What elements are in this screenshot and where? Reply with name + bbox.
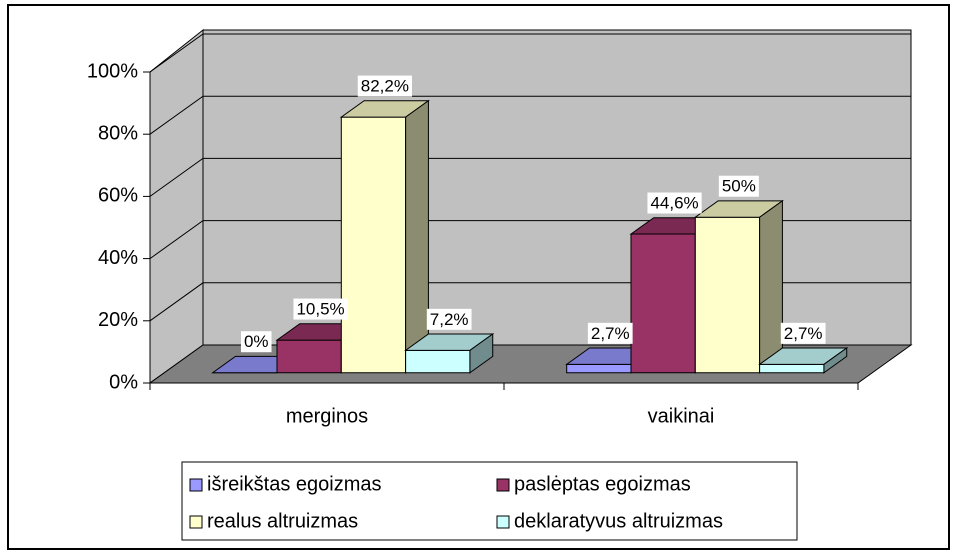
side-wall <box>149 28 204 384</box>
value-label-box <box>587 322 633 344</box>
bar <box>758 347 849 374</box>
legend-label: paslėptas egoizmas <box>514 473 691 495</box>
value-label-box <box>647 192 702 214</box>
legend-swatch <box>496 478 510 492</box>
x-tick-label: merginos <box>286 405 368 427</box>
value-label-box <box>293 298 348 320</box>
value-label-box <box>357 75 412 97</box>
bar-side <box>405 99 429 374</box>
bar-front <box>694 216 761 374</box>
value-label-box <box>780 322 826 344</box>
legend-label: deklaratyvus altruizmas <box>514 510 723 532</box>
grid-line <box>149 95 911 135</box>
grid-line <box>149 157 911 197</box>
bar <box>339 99 430 374</box>
bar-side <box>823 347 848 374</box>
y-tick-label: 60% <box>98 185 138 207</box>
value-label-box <box>426 308 472 330</box>
value-label-box <box>718 175 759 197</box>
legend <box>181 461 798 541</box>
bar-front <box>405 349 471 374</box>
bar <box>693 199 784 374</box>
grid-line <box>149 33 911 73</box>
bar-front <box>759 363 825 374</box>
bar-side <box>759 199 783 374</box>
legend-label: išreikštas egoizmas <box>207 473 382 495</box>
bar-front <box>630 233 696 374</box>
bar-front <box>566 363 632 374</box>
bar <box>404 333 495 374</box>
legend-swatch <box>189 515 203 529</box>
y-tick-label: 0% <box>109 371 138 393</box>
bar-front <box>340 116 407 374</box>
legend-swatch <box>189 478 203 492</box>
value-label: 2,7% <box>784 324 823 343</box>
value-label-box <box>240 331 272 353</box>
value-label: 10,5% <box>296 300 344 319</box>
bar-side <box>469 333 494 374</box>
back-wall <box>202 29 912 346</box>
value-label: 0% <box>244 332 269 351</box>
y-tick-label: 100% <box>87 60 138 82</box>
value-label: 44,6% <box>650 194 698 213</box>
value-label: 82,2% <box>361 77 409 96</box>
legend-label: realus altruizmas <box>207 510 358 532</box>
y-tick-label: 40% <box>98 247 138 269</box>
x-tick-label: vaikinai <box>648 405 715 427</box>
y-tick-label: 80% <box>98 122 138 144</box>
bar-front <box>276 339 342 374</box>
value-label: 50% <box>722 177 756 196</box>
legend-swatch <box>496 515 510 529</box>
y-tick-label: 20% <box>98 309 138 331</box>
value-label: 2,7% <box>591 324 630 343</box>
value-label: 7,2% <box>430 310 469 329</box>
